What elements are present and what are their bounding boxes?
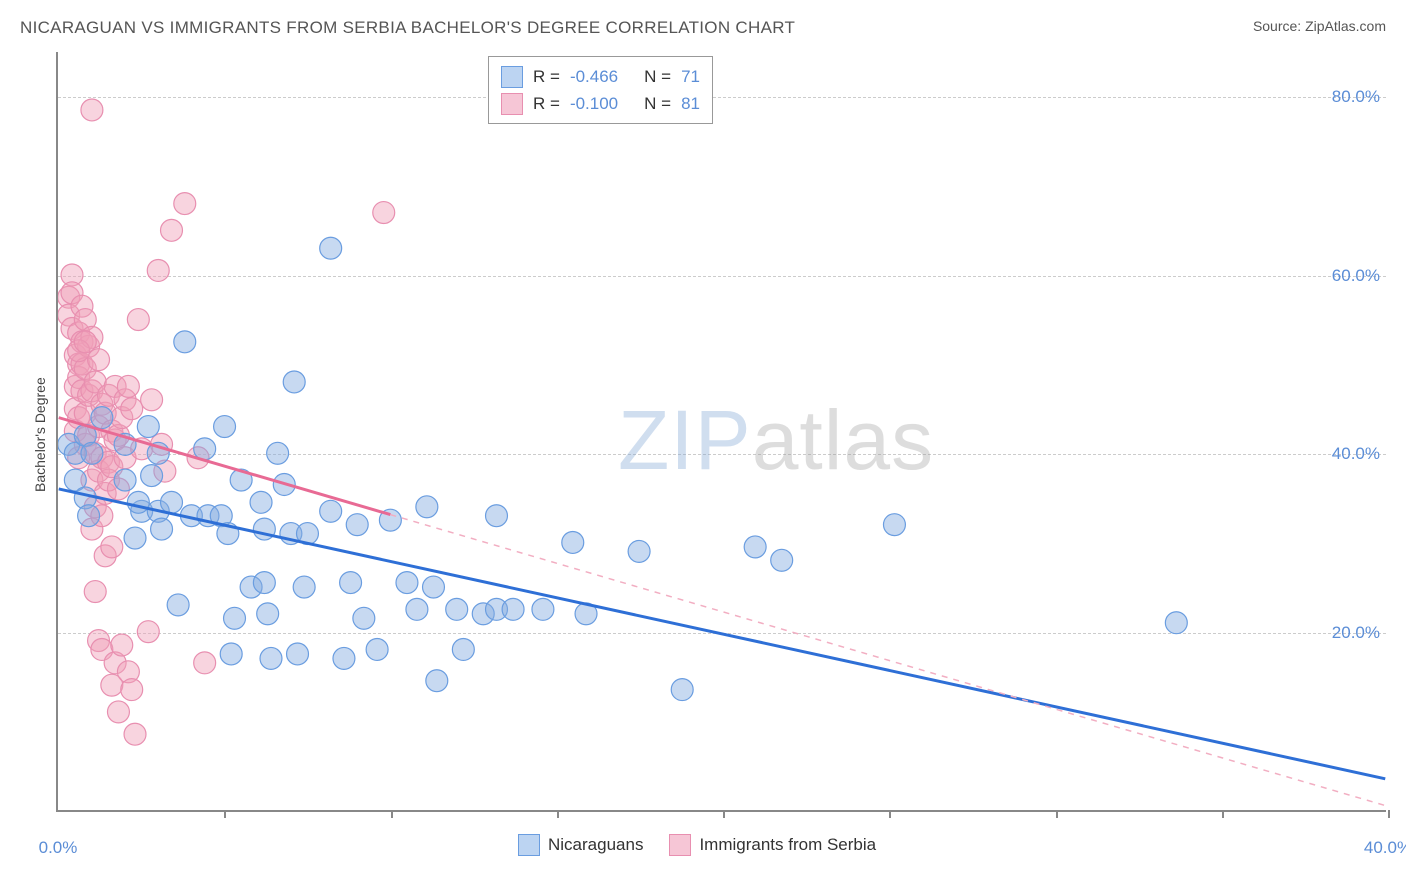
- swatch-nicaraguans: [501, 66, 523, 88]
- legend-row-nicaraguans: R = -0.466 N = 71: [501, 63, 700, 90]
- legend-row-serbia: R = -0.100 N = 81: [501, 90, 700, 117]
- x-tick: [557, 810, 559, 818]
- r-value-nicaraguans: -0.466: [570, 63, 618, 90]
- n-value-serbia: 81: [681, 90, 700, 117]
- x-tick: [723, 810, 725, 818]
- trend-line-solid: [59, 489, 1386, 779]
- source-label: Source:: [1253, 18, 1305, 34]
- x-tick: [224, 810, 226, 818]
- n-value-nicaraguans: 71: [681, 63, 700, 90]
- legend-label-serbia: Immigrants from Serbia: [699, 835, 876, 855]
- swatch-nicaraguans-b: [518, 834, 540, 856]
- source-link[interactable]: ZipAtlas.com: [1305, 18, 1386, 34]
- legend-item-nicaraguans: Nicaraguans: [518, 834, 643, 856]
- x-tick: [1056, 810, 1058, 818]
- swatch-serbia: [501, 93, 523, 115]
- r-label: R =: [533, 90, 560, 117]
- n-label: N =: [644, 63, 671, 90]
- x-tick: [1388, 810, 1390, 818]
- plot-area: ZIPatlas 20.0%40.0%60.0%80.0% 0.0%40.0% …: [56, 52, 1386, 812]
- series-legend: Nicaraguans Immigrants from Serbia: [518, 834, 876, 856]
- x-tick: [1222, 810, 1224, 818]
- swatch-serbia-b: [669, 834, 691, 856]
- x-tick: [391, 810, 393, 818]
- source-attribution: Source: ZipAtlas.com: [1253, 18, 1386, 34]
- chart-title: NICARAGUAN VS IMMIGRANTS FROM SERBIA BAC…: [20, 18, 795, 38]
- n-label: N =: [644, 90, 671, 117]
- correlation-legend: R = -0.466 N = 71 R = -0.100 N = 81: [488, 56, 713, 124]
- x-tick-label: 40.0%: [1364, 838, 1406, 858]
- r-value-serbia: -0.100: [570, 90, 618, 117]
- y-axis-label: Bachelor's Degree: [32, 377, 48, 492]
- legend-item-serbia: Immigrants from Serbia: [669, 834, 876, 856]
- x-tick: [889, 810, 891, 818]
- r-label: R =: [533, 63, 560, 90]
- correlation-chart: Bachelor's Degree ZIPatlas 20.0%40.0%60.…: [20, 52, 1386, 832]
- legend-label-nicaraguans: Nicaraguans: [548, 835, 643, 855]
- trend-line-dashed: [390, 515, 1385, 806]
- x-tick-label: 0.0%: [39, 838, 78, 858]
- trend-lines: [58, 52, 1386, 810]
